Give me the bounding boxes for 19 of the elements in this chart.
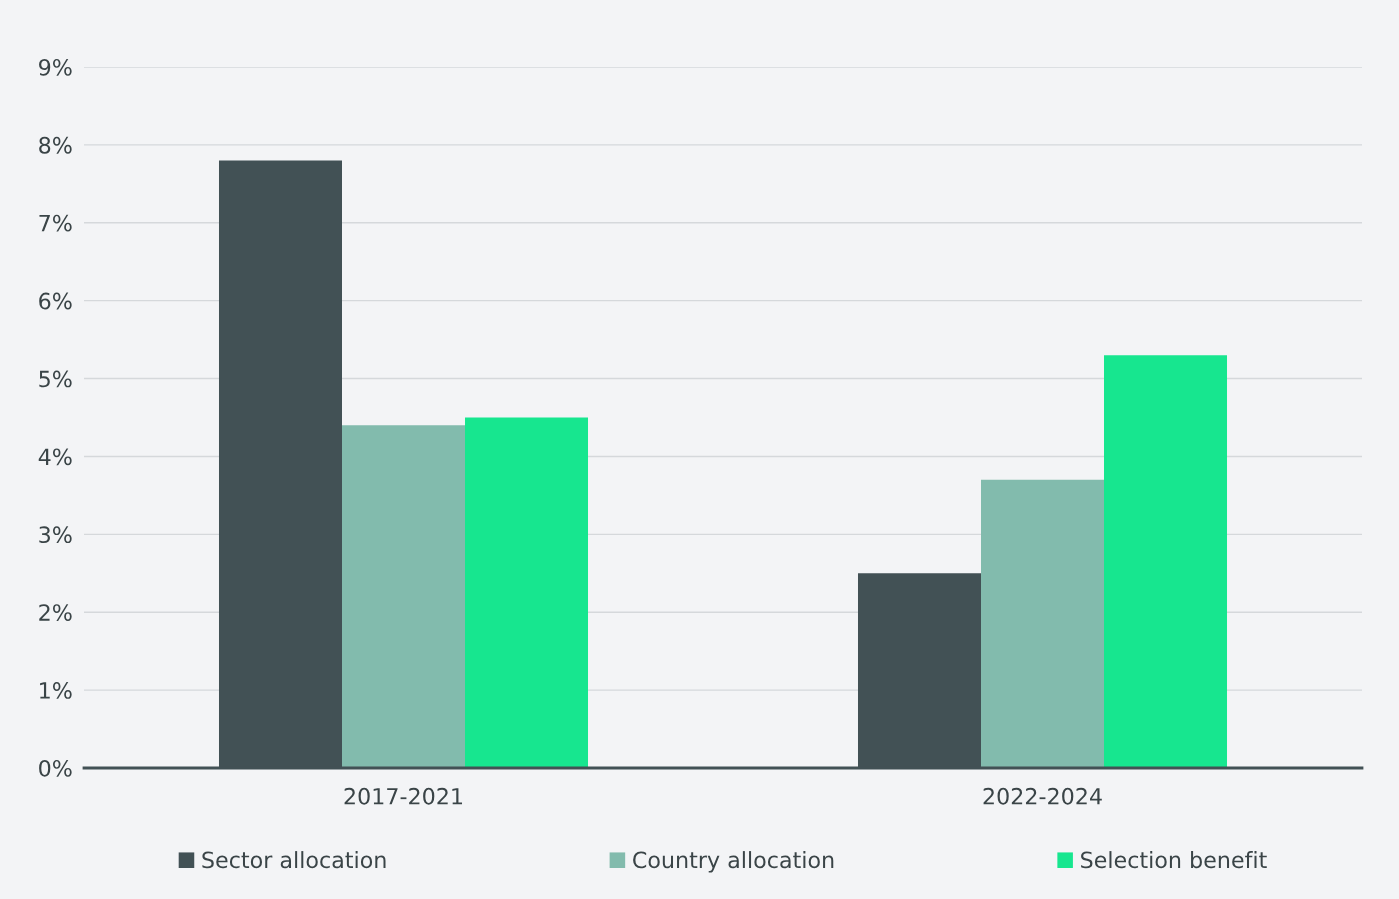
y-tick-label: 1%	[40, 682, 72, 699]
y-tick-label: 0%	[39, 759, 72, 777]
y-tick-label: 5%	[39, 370, 72, 388]
legend-label: Selection benefit	[1081, 851, 1267, 869]
y-tick-label: 4%	[38, 448, 72, 466]
bar	[1104, 355, 1228, 768]
x-tick-label: 2022-2024	[983, 787, 1102, 805]
y-tick-label: 7%	[39, 214, 72, 232]
legend-label: Sector allocation	[202, 851, 386, 869]
y-tick-label: 6%	[39, 292, 72, 310]
legend-label: Country allocation	[633, 851, 834, 873]
y-tick-label: 8%	[39, 136, 72, 154]
bar	[465, 417, 589, 768]
bar	[981, 479, 1104, 768]
bar	[342, 425, 465, 768]
x-tick-label: 2017-2021	[344, 787, 463, 805]
y-tick-label: 9%	[39, 58, 72, 76]
y-tick-label: 3%	[39, 526, 72, 544]
y-tick-label: 2%	[39, 604, 72, 621]
